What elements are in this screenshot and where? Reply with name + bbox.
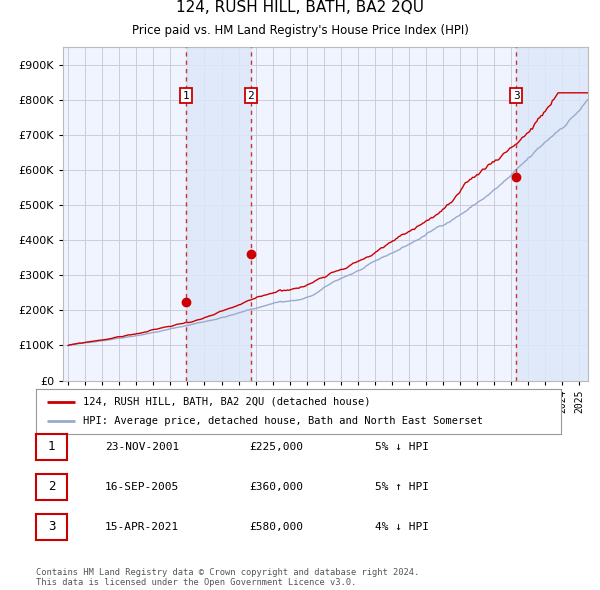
Bar <box>186 47 251 381</box>
Text: 1: 1 <box>48 440 55 453</box>
Text: 23-NOV-2001: 23-NOV-2001 <box>105 442 179 451</box>
Text: 15-APR-2021: 15-APR-2021 <box>105 522 179 532</box>
Text: 4% ↓ HPI: 4% ↓ HPI <box>375 522 429 532</box>
Text: 16-SEP-2005: 16-SEP-2005 <box>105 482 179 491</box>
Text: HPI: Average price, detached house, Bath and North East Somerset: HPI: Average price, detached house, Bath… <box>83 417 483 426</box>
Text: £225,000: £225,000 <box>249 442 303 451</box>
Text: 1: 1 <box>182 90 189 100</box>
Text: Price paid vs. HM Land Registry's House Price Index (HPI): Price paid vs. HM Land Registry's House … <box>131 24 469 37</box>
Text: 2: 2 <box>48 480 55 493</box>
Text: £360,000: £360,000 <box>249 482 303 491</box>
Text: 124, RUSH HILL, BATH, BA2 2QU: 124, RUSH HILL, BATH, BA2 2QU <box>176 0 424 15</box>
Text: 124, RUSH HILL, BATH, BA2 2QU (detached house): 124, RUSH HILL, BATH, BA2 2QU (detached … <box>83 397 371 407</box>
Bar <box>516 47 588 381</box>
Text: 5% ↓ HPI: 5% ↓ HPI <box>375 442 429 451</box>
Text: Contains HM Land Registry data © Crown copyright and database right 2024.
This d: Contains HM Land Registry data © Crown c… <box>36 568 419 587</box>
Text: £580,000: £580,000 <box>249 522 303 532</box>
Text: 3: 3 <box>513 90 520 100</box>
Text: 3: 3 <box>48 520 55 533</box>
Text: 5% ↑ HPI: 5% ↑ HPI <box>375 482 429 491</box>
Text: 2: 2 <box>247 90 254 100</box>
